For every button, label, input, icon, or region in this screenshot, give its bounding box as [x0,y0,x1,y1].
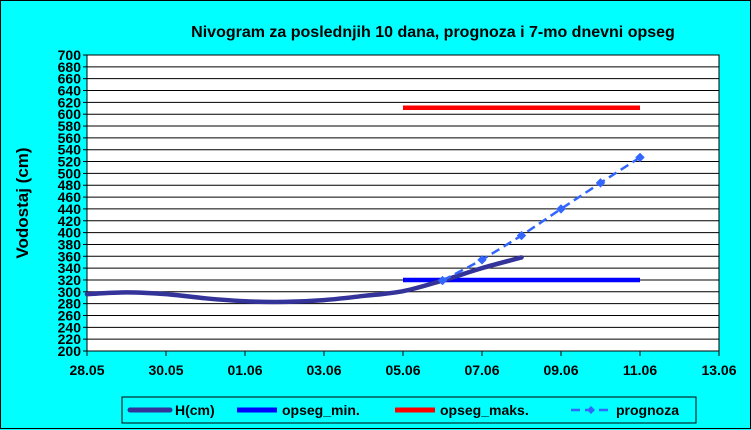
y-tick-label: 420 [58,213,82,229]
y-tick-label: 520 [58,154,82,170]
y-tick-label: 280 [58,296,82,312]
y-tick-label: 600 [58,106,82,122]
y-tick-label: 320 [58,272,82,288]
y-tick-label: 640 [58,83,82,99]
y-tick-label: 360 [58,248,82,264]
legend-opseg-maks-label: opseg_maks. [440,402,529,418]
legend-opseg-min-label: opseg_min. [282,402,360,418]
y-axis-label: Vodostaj (cm) [13,147,32,258]
y-tick-label: 460 [58,189,82,205]
chart-title: Nivogram za poslednjih 10 dana, prognoza… [191,24,675,41]
series-prognoza-point [556,204,566,214]
gridlines [87,66,719,340]
series-prognoza-point [635,152,645,163]
x-tick-label: 05.06 [385,362,420,378]
y-tick-label: 200 [58,343,82,359]
legend-marker [587,406,595,414]
y-tick-label: 700 [58,47,82,63]
y-tick-label: 340 [58,260,82,276]
y-tick-label: 400 [58,225,82,241]
series-prognoza-point [516,230,527,241]
legend: H(cm) opseg_min. opseg_maks. prognoza [127,402,679,418]
legend-prognoza-label: prognoza [616,402,679,418]
x-tick-label: 11.06 [623,362,657,378]
series-prognoza-point [595,178,606,188]
x-tick-label: 13.06 [701,362,736,378]
x-tick-label: 03.06 [306,362,341,378]
series-lines [84,105,645,305]
y-tick-label: 580 [58,118,82,134]
x-axis-ticks: 28.05 30.05 01.06 03.06 05.06 07.06 09.06 11.06… [69,351,737,378]
y-tick-label: 560 [58,130,82,146]
y-tick-label: 240 [58,319,82,335]
x-tick-label: 07.06 [464,362,499,378]
y-tick-label: 660 [58,71,82,87]
y-axis-ticks: 2002202402602803003203403603804004204404… [58,47,87,359]
series-prognoza-point [437,275,448,286]
y-tick-label: 380 [58,236,82,252]
y-tick-label: 300 [58,284,82,300]
plot-area [86,54,720,352]
series-prognoza-point [477,255,487,265]
x-tick-label: 01.06 [227,362,262,378]
x-tick-label: 30.05 [148,362,183,378]
legend-h-cm-label: H(cm) [175,402,215,418]
series-prognoza-line [441,156,641,282]
y-tick-label: 440 [58,201,82,217]
y-tick-label: 500 [58,165,82,181]
y-tick-label: 260 [58,307,82,323]
y-tick-label: 220 [58,331,82,347]
y-tick-label: 680 [58,59,82,75]
x-tick-label: 09.06 [543,362,578,378]
y-tick-label: 480 [58,177,82,193]
y-tick-label: 620 [58,94,82,110]
y-tick-label: 540 [58,142,82,158]
x-tick-label: 28.05 [69,362,104,378]
